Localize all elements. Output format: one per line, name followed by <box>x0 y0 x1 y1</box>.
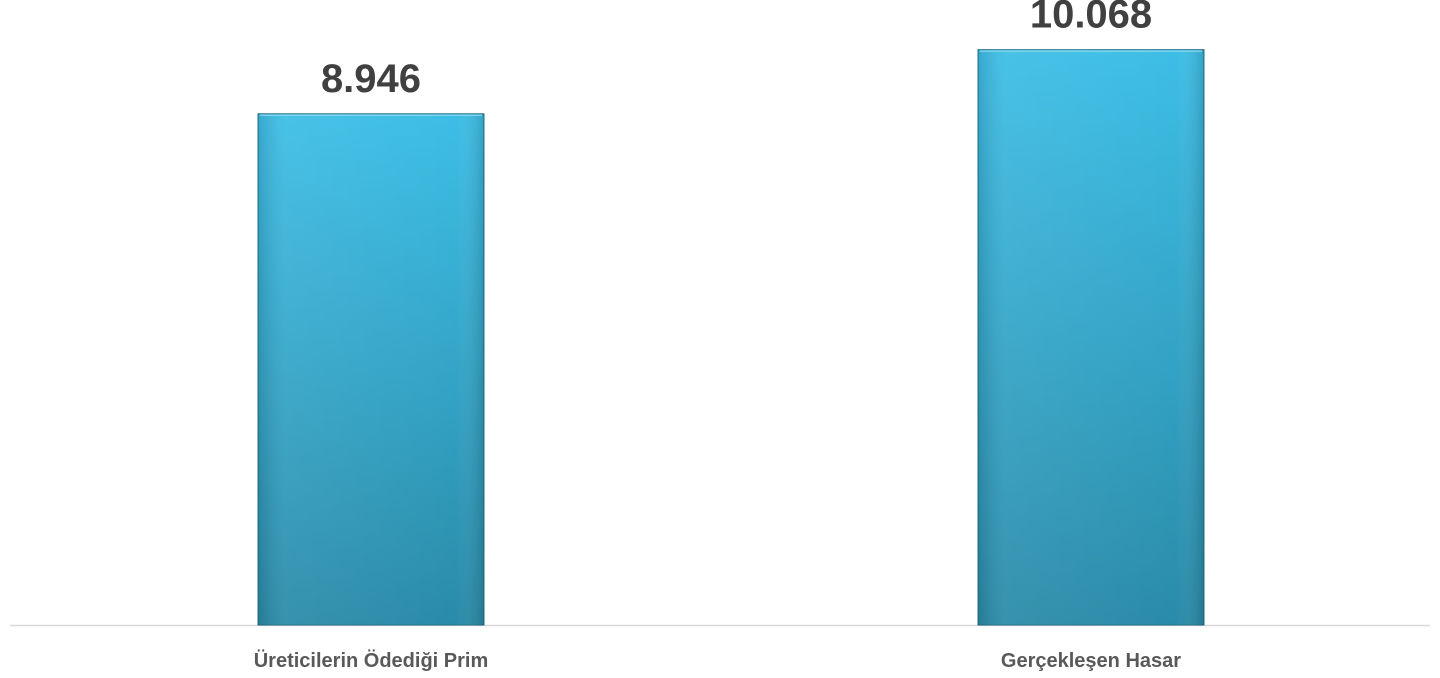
bar-group: 8.946 Üreticilerin Ödediği Prim <box>254 57 489 672</box>
category-label: Üreticilerin Ödediği Prim <box>254 649 489 672</box>
category-label: Gerçekleşen Hasar <box>1001 650 1181 672</box>
bar-group: 10.068 Gerçekleşen Hasar <box>977 0 1205 672</box>
plot-area: 8.946 Üreticilerin Ödediği Prim 10.068 Gerç… <box>10 0 1430 672</box>
data-label: 8.946 <box>321 57 421 101</box>
bar-sheen <box>978 49 1204 625</box>
data-label: 10.068 <box>1030 0 1152 37</box>
bar-sheen <box>258 113 484 626</box>
